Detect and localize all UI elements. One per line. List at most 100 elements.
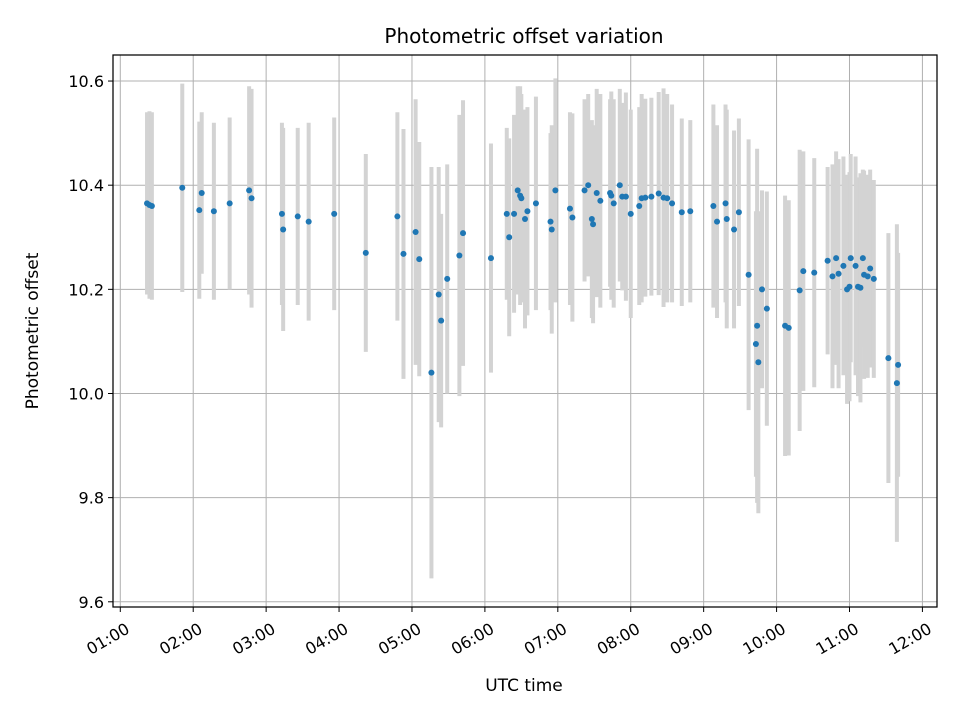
y-tick-label: 9.6: [79, 593, 104, 612]
data-point: [412, 229, 419, 236]
data-point: [198, 190, 205, 196]
data-point: [800, 268, 807, 275]
data-point: [518, 195, 525, 202]
data-point: [687, 208, 694, 215]
data-point: [859, 255, 866, 262]
data-point: [547, 218, 554, 225]
y-axis-label: Photometric offset: [23, 252, 43, 409]
data-point: [763, 305, 770, 312]
data-point: [608, 192, 615, 199]
data-point: [752, 341, 759, 348]
data-point: [597, 197, 604, 204]
data-points: [144, 182, 902, 387]
data-point: [846, 283, 853, 290]
data-point: [511, 210, 518, 217]
data-point: [581, 187, 588, 194]
data-point: [745, 271, 752, 278]
data-point: [548, 226, 555, 233]
y-tick-label: 10.0: [68, 384, 104, 403]
y-tick-label: 9.8: [79, 489, 104, 508]
data-point: [362, 249, 369, 256]
data-point: [246, 187, 253, 194]
y-tick-label: 10.2: [68, 280, 104, 299]
data-point: [428, 369, 435, 376]
data-point: [248, 195, 255, 202]
data-point: [835, 270, 842, 277]
data-point: [655, 190, 662, 197]
data-point: [148, 203, 155, 210]
data-point: [487, 255, 494, 262]
data-point: [416, 256, 423, 263]
data-point: [714, 218, 721, 225]
data-point: [710, 203, 717, 210]
data-point: [593, 190, 600, 196]
chart-title: Photometric offset variation: [384, 24, 663, 48]
data-point: [893, 380, 900, 387]
data-point: [514, 187, 521, 194]
data-point: [811, 269, 818, 276]
data-point: [852, 262, 859, 269]
data-point: [723, 216, 730, 223]
data-point: [590, 221, 597, 228]
data-point: [278, 210, 285, 217]
data-point: [622, 193, 629, 200]
data-point: [394, 213, 401, 220]
data-point: [870, 275, 877, 282]
y-tick-label: 10.6: [68, 72, 104, 91]
data-point: [210, 208, 217, 215]
data-point: [456, 252, 463, 259]
data-point: [566, 205, 573, 212]
data-point: [755, 359, 762, 366]
data-point: [829, 273, 836, 280]
data-point: [616, 182, 623, 189]
data-point: [331, 210, 338, 217]
data-point: [627, 210, 634, 217]
data-point: [400, 250, 407, 257]
data-point: [460, 230, 467, 237]
data-point: [847, 255, 854, 262]
data-point: [857, 284, 864, 291]
data-point: [506, 234, 513, 241]
data-point: [305, 218, 312, 225]
data-point: [588, 216, 595, 223]
data-point: [722, 200, 729, 207]
data-point: [532, 200, 539, 207]
data-point: [678, 209, 685, 216]
data-point: [885, 355, 892, 362]
data-point: [754, 322, 761, 329]
data-point: [735, 209, 742, 216]
data-point: [864, 273, 871, 280]
data-point: [867, 265, 874, 272]
data-point: [569, 214, 576, 221]
data-point: [669, 200, 676, 207]
data-point: [196, 207, 203, 214]
data-point: [731, 226, 738, 233]
data-point: [585, 182, 592, 189]
data-point: [503, 210, 510, 217]
data-point: [179, 184, 186, 191]
data-point: [524, 208, 531, 215]
y-tick-label: 10.4: [68, 176, 104, 195]
data-point: [552, 187, 559, 194]
data-point: [824, 257, 831, 264]
x-axis-label: UTC time: [485, 676, 563, 696]
data-point: [895, 361, 902, 368]
data-point: [833, 255, 840, 262]
data-point: [796, 287, 803, 294]
data-point: [840, 262, 847, 269]
data-point: [280, 226, 287, 233]
data-point: [226, 200, 233, 207]
data-point: [642, 194, 649, 201]
y-axis-ticks: 9.6 9.8 10.0 10.2 10.4 10.6: [68, 72, 113, 612]
data-point: [610, 200, 617, 207]
data-point: [294, 213, 301, 220]
data-point: [785, 324, 792, 331]
data-point: [648, 193, 655, 200]
data-point: [444, 275, 451, 282]
data-point: [758, 286, 765, 293]
data-point: [522, 216, 528, 223]
data-point: [435, 291, 442, 298]
data-point: [664, 195, 671, 202]
data-point: [636, 203, 643, 210]
